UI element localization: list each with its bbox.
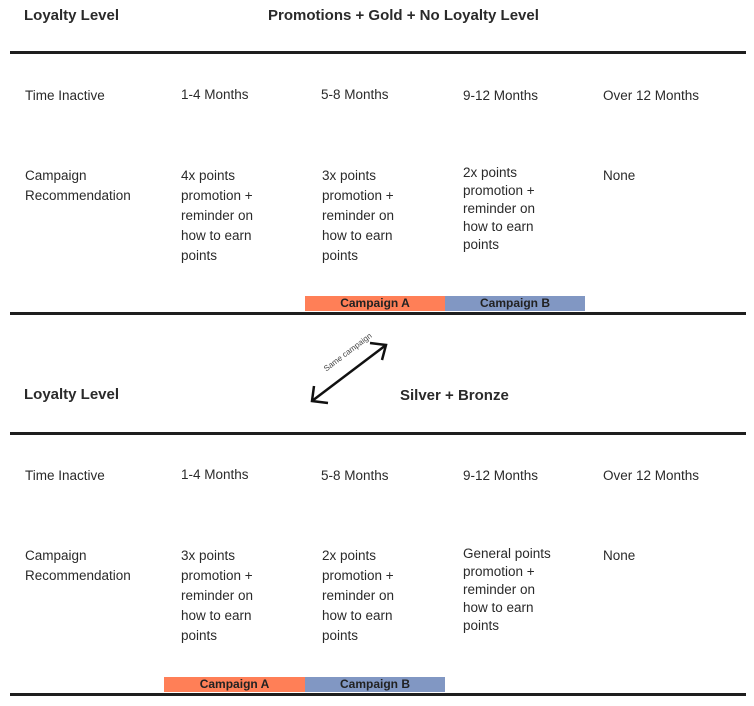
recommendation-5-8: 2x points promotion + reminder on how to ea… xyxy=(322,548,395,643)
section-title: Silver + Bronze xyxy=(400,387,509,404)
divider xyxy=(10,432,746,435)
period-9-12: 9-12 Months xyxy=(463,88,539,103)
loyalty-level-label: Loyalty Level xyxy=(24,7,120,24)
period-1-4: 1-4 Months xyxy=(181,467,249,482)
divider xyxy=(10,312,746,315)
recommendation-1-4: 3x points promotion + reminder on how to ea… xyxy=(181,548,254,643)
period-5-8: 5-8 Months xyxy=(321,468,389,483)
recommendation-9-12: 2x points promotion + reminder on how to ea… xyxy=(463,165,536,252)
period-9-12: 9-12 Months xyxy=(463,468,539,483)
period-over-12: Over 12 Months xyxy=(603,468,700,483)
recommendation-over-12: None xyxy=(603,168,636,183)
recommendation-1-4: 4x points promotion + reminder on how to ea… xyxy=(181,168,254,263)
recommendation-9-12: General points promotion + reminder on how … xyxy=(463,546,551,633)
campaign-recommendation-label: Campaign Recommendation xyxy=(25,168,131,203)
double-arrow-icon xyxy=(310,341,388,405)
time-inactive-label: Time Inactive xyxy=(25,468,105,483)
recommendation-over-12: None xyxy=(603,548,636,563)
campaign-a-bar: Campaign A xyxy=(305,296,445,311)
period-1-4: 1-4 Months xyxy=(181,87,249,102)
campaign-a-bar: Campaign A xyxy=(164,677,305,692)
campaign-b-bar: Campaign B xyxy=(445,296,585,311)
divider xyxy=(10,51,746,54)
period-5-8: 5-8 Months xyxy=(321,87,389,102)
recommendation-5-8: 3x points promotion + reminder on how to ea… xyxy=(322,168,395,263)
loyalty-level-label: Loyalty Level xyxy=(24,386,120,403)
time-inactive-label: Time Inactive xyxy=(25,88,105,103)
period-over-12: Over 12 Months xyxy=(603,88,700,103)
divider xyxy=(10,693,746,696)
campaign-b-bar: Campaign B xyxy=(305,677,445,692)
section-title: Promotions + Gold + No Loyalty Level xyxy=(268,7,539,24)
campaign-recommendation-label: Campaign Recommendation xyxy=(25,548,131,583)
